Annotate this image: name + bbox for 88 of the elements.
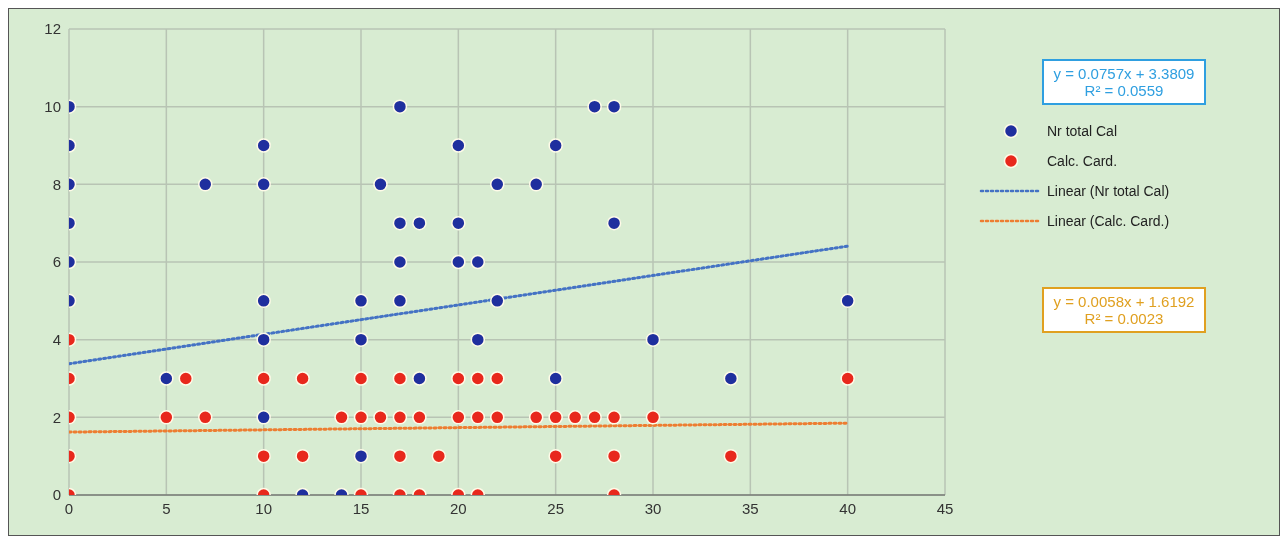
x-tick-label: 20 — [449, 499, 467, 517]
point — [451, 410, 466, 425]
point — [392, 293, 408, 309]
point — [256, 371, 271, 386]
point — [353, 293, 369, 309]
point — [256, 410, 271, 425]
legend-label: Linear (Nr total Cal) — [1047, 183, 1170, 199]
y-tick-label: 6 — [52, 253, 61, 271]
point — [392, 215, 408, 231]
x-tick-label: 45 — [936, 499, 954, 517]
point — [490, 371, 505, 386]
text: y = 0.0058x + 1.6192 R² = 0.0023 — [1041, 287, 1207, 333]
point — [548, 371, 563, 386]
point — [256, 448, 271, 464]
point — [373, 177, 388, 192]
y-tick-label: 10 — [44, 97, 61, 115]
y-tick-label: 12 — [44, 20, 61, 38]
point — [295, 371, 310, 386]
point — [470, 371, 486, 386]
point — [256, 293, 271, 309]
y-tick-label: 2 — [52, 408, 61, 426]
point — [723, 371, 739, 386]
x-tick-label: 35 — [741, 499, 759, 517]
point — [470, 332, 486, 347]
point — [606, 448, 622, 464]
point — [353, 332, 369, 347]
point — [840, 293, 855, 309]
point — [528, 177, 544, 192]
point — [548, 138, 563, 153]
legend-label: Nr total Cal — [1047, 123, 1118, 139]
point — [645, 332, 661, 347]
point — [373, 410, 388, 425]
point — [451, 254, 466, 270]
point — [295, 448, 310, 464]
point — [431, 448, 447, 464]
point — [392, 371, 408, 386]
y-tick-label: 0 — [52, 486, 61, 504]
point — [606, 215, 622, 231]
point — [198, 177, 213, 192]
y-tick-label: 4 — [52, 330, 61, 348]
point — [606, 99, 622, 114]
x-tick-label: 30 — [644, 499, 662, 517]
x-tick-label: 5 — [162, 499, 171, 517]
point — [256, 138, 271, 153]
point — [334, 410, 349, 425]
point — [353, 410, 369, 425]
point — [256, 332, 271, 347]
point — [645, 410, 661, 425]
point — [548, 448, 563, 464]
point — [353, 371, 369, 386]
x-tick-label: 15 — [352, 499, 370, 517]
point — [490, 177, 505, 192]
point — [606, 410, 622, 425]
point — [470, 254, 486, 270]
point — [392, 254, 408, 270]
point — [412, 410, 427, 425]
point — [470, 410, 486, 425]
x-tick-label: 10 — [255, 499, 273, 517]
point — [840, 371, 855, 386]
point — [392, 99, 408, 114]
point — [587, 410, 602, 425]
x-tick-label: 40 — [839, 499, 857, 517]
point — [451, 215, 466, 231]
point — [567, 410, 583, 425]
point — [587, 99, 602, 114]
point — [256, 177, 271, 192]
point — [723, 448, 739, 464]
point — [451, 371, 466, 386]
y-tick-label: 8 — [52, 175, 61, 193]
legend-label: Calc. Card. — [1047, 153, 1118, 169]
point — [412, 371, 427, 386]
point — [490, 410, 505, 425]
point — [451, 138, 466, 153]
point — [548, 410, 563, 425]
point — [528, 410, 544, 425]
point — [178, 371, 194, 386]
text: y = 0.0757x + 3.3809 R² = 0.0559 — [1041, 59, 1207, 105]
point — [159, 410, 174, 425]
x-tick-label: 25 — [547, 499, 565, 517]
point — [198, 410, 213, 425]
point — [490, 293, 505, 309]
point — [412, 215, 427, 231]
x-tick-label: 0 — [64, 499, 74, 517]
point — [392, 410, 408, 425]
point — [392, 448, 408, 464]
point — [159, 371, 174, 386]
legend-label: Linear (Calc. Card.) — [1047, 213, 1170, 229]
point — [353, 448, 369, 464]
